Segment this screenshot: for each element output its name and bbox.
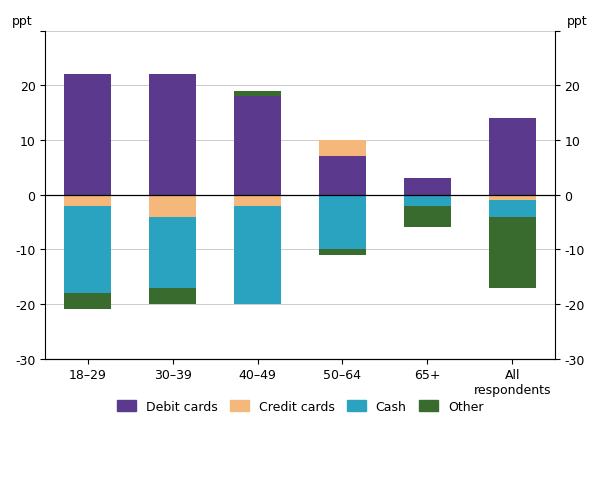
- Bar: [64, 195, 111, 206]
- Bar: [234, 92, 281, 97]
- Bar: [404, 195, 451, 206]
- Bar: [489, 119, 536, 195]
- Bar: [64, 293, 111, 310]
- Bar: [319, 141, 366, 157]
- Bar: [404, 206, 451, 228]
- Bar: [489, 201, 536, 217]
- Bar: [319, 195, 366, 250]
- Bar: [64, 206, 111, 293]
- Bar: [64, 75, 111, 195]
- Bar: [319, 157, 366, 195]
- Bar: [234, 97, 281, 195]
- Bar: [489, 217, 536, 288]
- Bar: [319, 250, 366, 255]
- Bar: [149, 75, 196, 195]
- Bar: [149, 288, 196, 304]
- Bar: [404, 179, 451, 195]
- Bar: [489, 195, 536, 201]
- Bar: [234, 206, 281, 304]
- Text: ppt: ppt: [567, 15, 588, 28]
- Text: ppt: ppt: [12, 15, 33, 28]
- Legend: Debit cards, Credit cards, Cash, Other: Debit cards, Credit cards, Cash, Other: [112, 395, 488, 418]
- Bar: [149, 217, 196, 288]
- Bar: [234, 195, 281, 206]
- Bar: [149, 195, 196, 217]
